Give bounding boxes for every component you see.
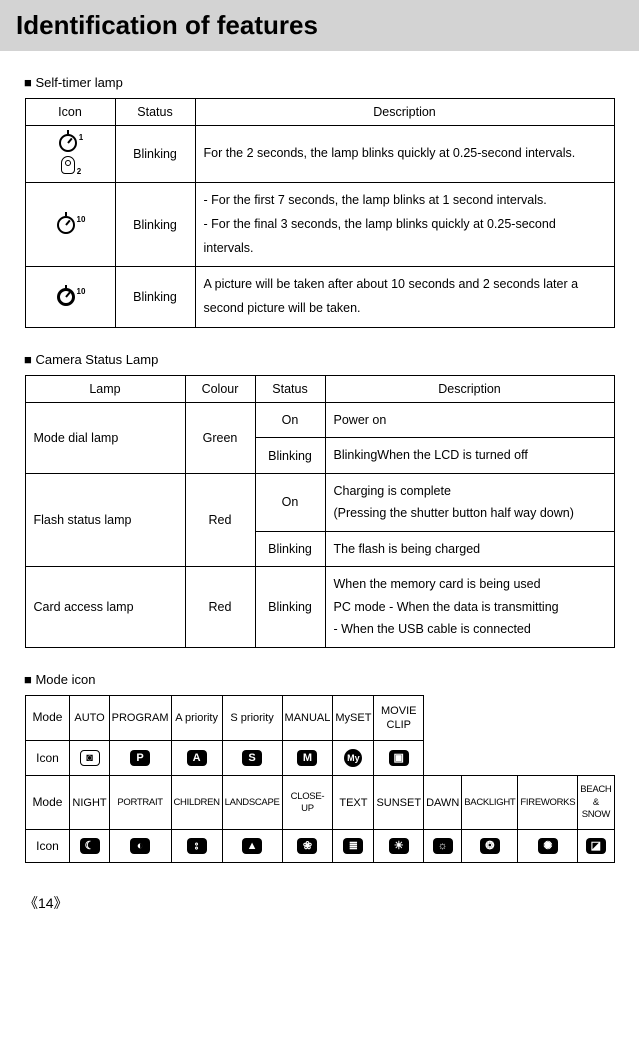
table-row: Card access lamp Red Blinking When the m…	[25, 567, 614, 648]
table-row: 1 2 Blinking For the 2 seconds, the lamp…	[25, 126, 614, 183]
status-cell: Blinking	[255, 567, 325, 648]
table-row: 10 Blinking A picture will be taken afte…	[25, 267, 614, 328]
lamp-cell: Card access lamp	[25, 567, 185, 648]
mode-children-icon: ⦂	[187, 838, 207, 854]
mode-portrait-icon: ◐	[130, 838, 150, 854]
self-timer-heading: ■ Self-timer lamp	[24, 75, 639, 90]
header-status: Status	[255, 375, 325, 402]
mode-cell: DAWN	[424, 776, 462, 830]
table-row: 10 Blinking - For the first 7 seconds, t…	[25, 183, 614, 267]
icon-sub: 2	[77, 167, 81, 176]
status-cell: Blinking	[255, 438, 325, 474]
mode-fireworks-icon: ✺	[538, 838, 558, 854]
mode-cell: PORTRAIT	[109, 776, 171, 830]
mode-cell: NIGHT	[70, 776, 109, 830]
mode-icon-heading: ■ Mode icon	[24, 672, 639, 687]
mode-sunset-icon: ☀	[389, 838, 409, 854]
colour-cell: Red	[185, 567, 255, 648]
mode-cell: LANDSCAPE	[222, 776, 282, 830]
table-row: Icon ☾ ◐ ⦂ ▲ ❀ ≣ ☀ ☼ ❂ ✺ ◪	[25, 830, 614, 863]
mode-program-icon: P	[130, 750, 150, 766]
mode-landscape-icon: ▲	[242, 838, 262, 854]
icon-sup: 10	[77, 287, 86, 296]
mode-cell: A priority	[171, 695, 222, 741]
header-icon: Icon	[25, 99, 115, 126]
header-colour: Colour	[185, 375, 255, 402]
table-row: Mode AUTO PROGRAM A priority S priority …	[25, 695, 614, 741]
table-row: Mode NIGHT PORTRAIT CHILDREN LANDSCAPE C…	[25, 776, 614, 830]
mode-closeup-icon: ❀	[297, 838, 317, 854]
desc-cell: When the memory card is being used PC mo…	[325, 567, 614, 648]
desc-cell: - For the first 7 seconds, the lamp blin…	[195, 183, 614, 267]
page-title: Identification of features	[0, 0, 639, 51]
icon-sup: 10	[77, 215, 86, 224]
mode-cell: SUNSET	[374, 776, 424, 830]
mode-backlight-icon: ❂	[480, 838, 500, 854]
mode-cell: S priority	[222, 695, 282, 741]
mode-cell: TEXT	[333, 776, 374, 830]
table-row: Flash status lamp Red On Charging is com…	[25, 473, 614, 531]
timer-icon	[57, 216, 75, 234]
desc-cell: For the 2 seconds, the lamp blinks quick…	[195, 126, 614, 183]
mode-cell: BACKLIGHT	[462, 776, 518, 830]
header-desc: Description	[325, 375, 614, 402]
status-cell: Blinking	[255, 531, 325, 567]
timer-icon	[57, 288, 75, 306]
mode-dawn-icon: ☼	[433, 838, 453, 854]
page-number: 《14》	[24, 893, 639, 913]
mode-cell: CHILDREN	[171, 776, 222, 830]
status-cell: Blinking	[115, 126, 195, 183]
table-row: Mode dial lamp Green On Power on	[25, 402, 614, 438]
camera-status-table: Lamp Colour Status Description Mode dial…	[25, 375, 615, 648]
remote-icon	[61, 156, 75, 174]
row-label: Mode	[25, 695, 70, 741]
mode-cell: PROGRAM	[109, 695, 171, 741]
self-timer-table: Icon Status Description 1 2 Blinking For…	[25, 98, 615, 328]
desc-cell: Charging is complete (Pressing the shutt…	[325, 473, 614, 531]
timer-icon	[59, 134, 77, 152]
desc-cell: A picture will be taken after about 10 s…	[195, 267, 614, 328]
desc-cell: BlinkingWhen the LCD is turned off	[325, 438, 614, 474]
mode-m-icon: M	[297, 750, 317, 766]
lamp-cell: Mode dial lamp	[25, 402, 185, 473]
mode-cell: CLOSE-UP	[282, 776, 333, 830]
mode-icon-table: Mode AUTO PROGRAM A priority S priority …	[25, 695, 615, 864]
desc-cell: The flash is being charged	[325, 531, 614, 567]
mode-movie-icon: ▣	[389, 750, 409, 766]
lamp-cell: Flash status lamp	[25, 473, 185, 567]
status-cell: Blinking	[115, 267, 195, 328]
status-cell: On	[255, 473, 325, 531]
colour-cell: Red	[185, 473, 255, 567]
row-label: Icon	[25, 830, 70, 863]
mode-s-icon: S	[242, 750, 262, 766]
icon-sup: 1	[79, 133, 83, 142]
header-lamp: Lamp	[25, 375, 185, 402]
mode-text-icon: ≣	[343, 838, 363, 854]
mode-night-icon: ☾	[80, 838, 100, 854]
status-cell: Blinking	[115, 183, 195, 267]
table-row: Icon ◙ P A S M My ▣	[25, 741, 614, 776]
row-label: Icon	[25, 741, 70, 776]
colour-cell: Green	[185, 402, 255, 473]
mode-cell: AUTO	[70, 695, 109, 741]
mode-cell: MySET	[333, 695, 374, 741]
camera-status-heading: ■ Camera Status Lamp	[24, 352, 639, 367]
desc-cell: Power on	[325, 402, 614, 438]
mode-a-icon: A	[187, 750, 207, 766]
mode-beachsnow-icon: ◪	[586, 838, 606, 854]
mode-cell: FIREWORKS	[518, 776, 578, 830]
header-status: Status	[115, 99, 195, 126]
status-cell: On	[255, 402, 325, 438]
mode-cell: MANUAL	[282, 695, 333, 741]
row-label: Mode	[25, 776, 70, 830]
mode-myset-icon: My	[344, 749, 362, 767]
mode-cell: BEACH & SNOW	[578, 776, 614, 830]
header-desc: Description	[195, 99, 614, 126]
mode-cell: MOVIE CLIP	[374, 695, 424, 741]
mode-auto-icon: ◙	[80, 750, 100, 766]
